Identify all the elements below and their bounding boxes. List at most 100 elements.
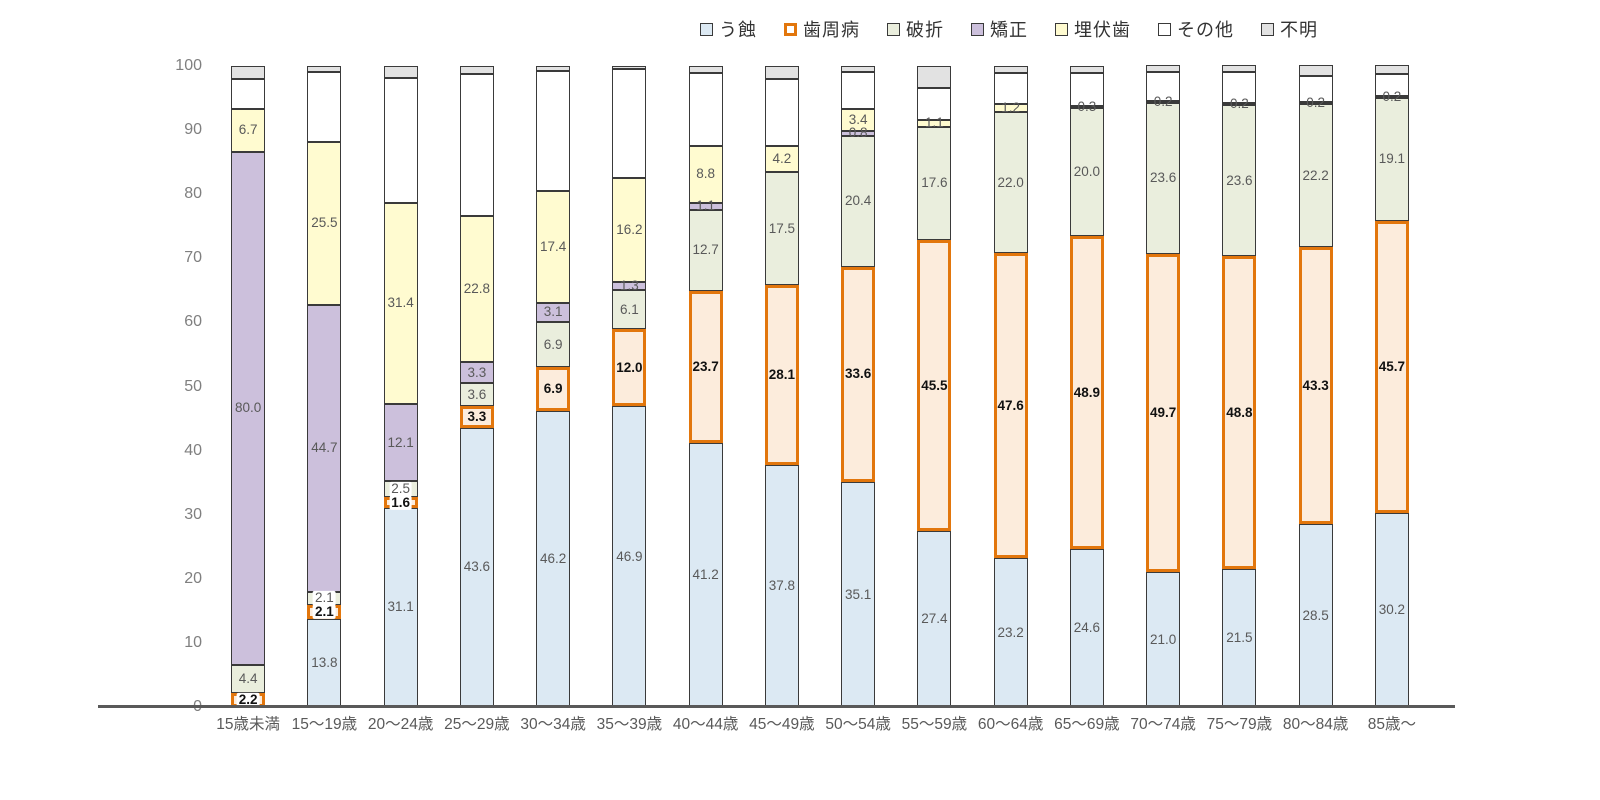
segment-impacted: 22.8 [459,216,494,363]
segment-caries: 46.2 [536,410,571,707]
segment-impacted: 1.1 [917,116,952,130]
segment-fracture: 2.5 [383,481,418,498]
segment-orthodontic: 44.7 [307,305,342,592]
segment-label-orthodontic: 1.1 [696,197,716,213]
segment-label-fracture: 23.6 [1226,172,1253,188]
segment-label-caries: 43.6 [463,559,491,575]
segment-periodontal: 28.1 [764,284,799,465]
segment-unknown [612,66,647,69]
stacked-bar-12: 21.0 49.7 23.6 0.2 [1146,65,1181,707]
segment-label-orthodontic: 1.3 [619,278,639,294]
segment-label-orthodontic: 12.1 [387,434,414,450]
bar-col-0: 2.2 4.4 80.0 6.7 [210,66,286,708]
segment-label-caries: 21.5 [1226,630,1253,646]
segment-label-caries: 13.8 [311,654,338,670]
segment-other [1222,72,1257,104]
legend-swatch-impacted [1055,22,1068,36]
stacked-bar-13: 21.5 48.8 23.6 0.2 [1222,65,1257,707]
segment-label-periodontal: 45.7 [1378,358,1406,374]
legend-label-fracture: 破折 [906,20,944,40]
legend-label-caries: う蝕 [719,20,757,40]
x-axis-label: 45〜49歳 [749,716,815,733]
y-tick-label: 50 [184,377,202,395]
segment-other [1298,75,1333,103]
chart-legend: う蝕 歯周病 破折 矯正 埋伏歯 その他 不明 [700,16,1318,42]
segment-other [764,78,799,146]
segment-unknown [688,66,723,74]
segment-other [536,71,571,192]
bar-col-5: 46.9 12.0 6.1 1.3 16.2 [591,66,667,707]
x-axis-label: 15〜19歳 [291,716,358,733]
stacked-bar-4: 46.2 6.9 6.9 3.1 17.4 [536,66,571,707]
x-axis-label: 65〜69歳 [1054,716,1120,733]
segment-label-impacted: 0.2 [1229,96,1249,112]
segment-impacted: 16.2 [612,178,647,283]
bar-col-4: 46.2 6.9 6.9 3.1 17.4 [515,66,591,707]
bar-col-10: 23.2 47.6 22.0 1.2 [973,66,1049,707]
bar-col-9: 27.4 45.5 17.6 1.1 [896,66,972,707]
segment-label-impacted: 6.7 [238,122,258,138]
segment-label-orthodontic: 0.8 [848,125,868,141]
segment-periodontal: 33.6 [841,266,876,483]
segment-impacted: 0.2 [1146,94,1181,108]
segment-label-impacted: 0.2 [1153,93,1173,109]
segment-label-periodontal: 6.9 [543,380,563,396]
bar-col-14: 28.5 43.3 22.2 0.2 [1278,65,1354,707]
segment-periodontal: 6.9 [536,366,571,411]
bar-col-12: 21.0 49.7 23.6 0.2 [1125,65,1201,707]
legend-item-fracture: 破折 [887,16,944,42]
bar-col-15: 30.2 45.7 19.1 0.2 [1354,65,1430,707]
segment-orthodontic: 0.8 [841,126,876,140]
segment-unknown [1146,65,1181,72]
segment-unknown [383,66,418,78]
x-axis-label: 85歳〜 [1367,716,1416,733]
segment-label-periodontal: 43.3 [1302,377,1329,393]
segment-caries: 21.5 [1222,569,1257,707]
x-axis-label: 50〜54歳 [825,716,891,733]
segment-impacted: 25.5 [307,141,342,306]
segment-label-caries: 37.8 [768,577,796,593]
segment-label-caries: 46.9 [616,548,643,564]
segment-impacted: 1.2 [993,101,1028,115]
segment-unknown [459,66,494,75]
segment-caries: 28.5 [1298,524,1333,707]
x-axis-label: 40〜44歳 [672,716,739,733]
segment-label-caries: 27.4 [921,611,948,627]
legend-item-orthodontic: 矯正 [971,16,1028,42]
segment-label-periodontal: 45.5 [921,377,948,393]
segment-fracture: 17.5 [764,172,799,285]
segment-label-periodontal: 3.3 [467,408,487,424]
segment-impacted: 0.2 [1298,96,1333,110]
segment-caries: 31.1 [383,507,418,707]
y-tick-label: 20 [184,569,202,587]
legend-item-other: その他 [1158,16,1234,42]
segment-label-periodontal: 2.2 [236,691,260,708]
x-axis-label: 75〜79歳 [1206,716,1273,733]
segment-other [459,74,494,217]
segment-label-caries: 28.5 [1302,607,1329,623]
segment-impacted: 0.2 [1374,89,1409,104]
segment-other [307,71,342,142]
segment-fracture: 6.9 [536,322,571,367]
y-tick-label: 30 [184,505,202,523]
segment-label-caries: 23.2 [997,624,1024,640]
segment-caries: 30.2 [1374,513,1409,707]
bar-col-8: 35.1 33.6 20.4 0.8 3.4 [820,66,896,707]
segment-caries: 35.1 [841,482,876,707]
stacked-bar-8: 35.1 33.6 20.4 0.8 3.4 [841,66,876,707]
segment-label-fracture: 2.1 [312,590,336,606]
segment-other [1069,73,1104,106]
segment-label-caries: 35.1 [844,586,872,602]
segment-label-caries: 46.2 [539,550,567,566]
segment-orthodontic: 80.0 [231,151,266,665]
segment-label-periodontal: 48.9 [1073,384,1101,400]
segment-orthodontic: 1.1 [688,198,723,213]
segment-label-orthodontic: 3.1 [543,304,563,320]
segment-unknown [841,66,876,72]
segment-unknown [917,66,952,89]
segment-other [917,88,952,120]
legend-label-orthodontic: 矯正 [990,20,1028,40]
segment-fracture: 2.1 [307,590,342,606]
segment-label-fracture: 2.5 [389,481,413,497]
y-tick-label: 100 [175,57,202,74]
